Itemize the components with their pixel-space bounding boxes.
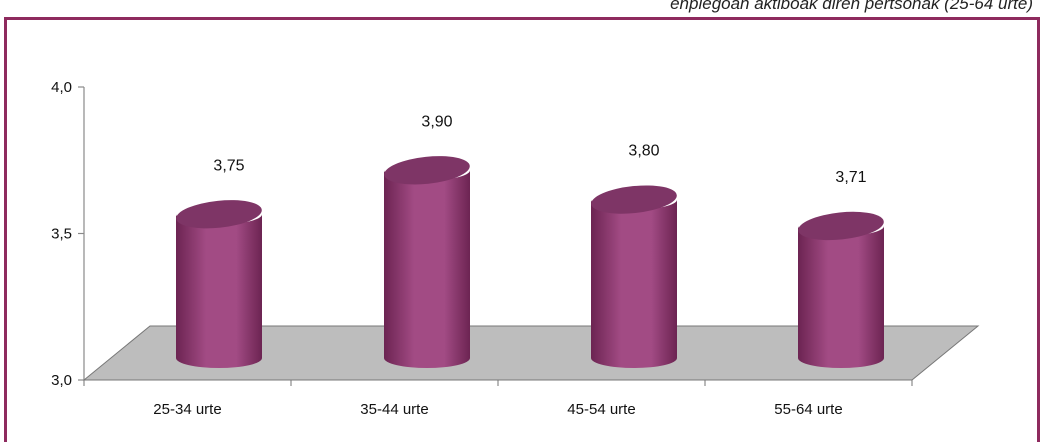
bar-body xyxy=(591,199,677,368)
bar-top xyxy=(798,211,884,241)
y-tick-label: 3,0 xyxy=(51,372,72,389)
chart-caption: enplegoan aktiboak diren pertsonak (25-6… xyxy=(670,0,1033,13)
bar-top xyxy=(176,200,262,229)
axis-layer: 3,0 3,5 4,0 xyxy=(51,79,913,389)
bar-top xyxy=(384,156,470,185)
floor-plane xyxy=(82,325,980,381)
category-label: 35-44 urte xyxy=(360,401,428,418)
category-label: 55-64 urte xyxy=(774,401,842,418)
labels-layer: 3,75 25-34 urte 3,90 35-44 urte 3,80 45-54 ur… xyxy=(153,113,866,418)
floor-layer xyxy=(82,325,980,381)
category-label: 25-34 urte xyxy=(153,401,221,418)
y-tick-label: 3,5 xyxy=(51,226,72,243)
chart-frame xyxy=(4,17,1040,442)
bar-4 xyxy=(798,211,884,368)
bars-layer xyxy=(176,156,884,368)
bar-top xyxy=(591,185,677,214)
y-tick-label: 4,0 xyxy=(51,79,72,96)
data-label: 3,75 xyxy=(213,157,244,174)
bar-body xyxy=(798,225,884,368)
bar-2 xyxy=(384,156,470,368)
data-label: 3,71 xyxy=(835,169,866,186)
bar-3 xyxy=(591,185,677,368)
bar-1 xyxy=(176,200,262,368)
bar-body xyxy=(176,214,262,368)
data-label: 3,90 xyxy=(421,113,452,130)
data-label: 3,80 xyxy=(628,143,659,160)
bar-body xyxy=(384,170,470,368)
category-label: 45-54 urte xyxy=(567,401,635,418)
